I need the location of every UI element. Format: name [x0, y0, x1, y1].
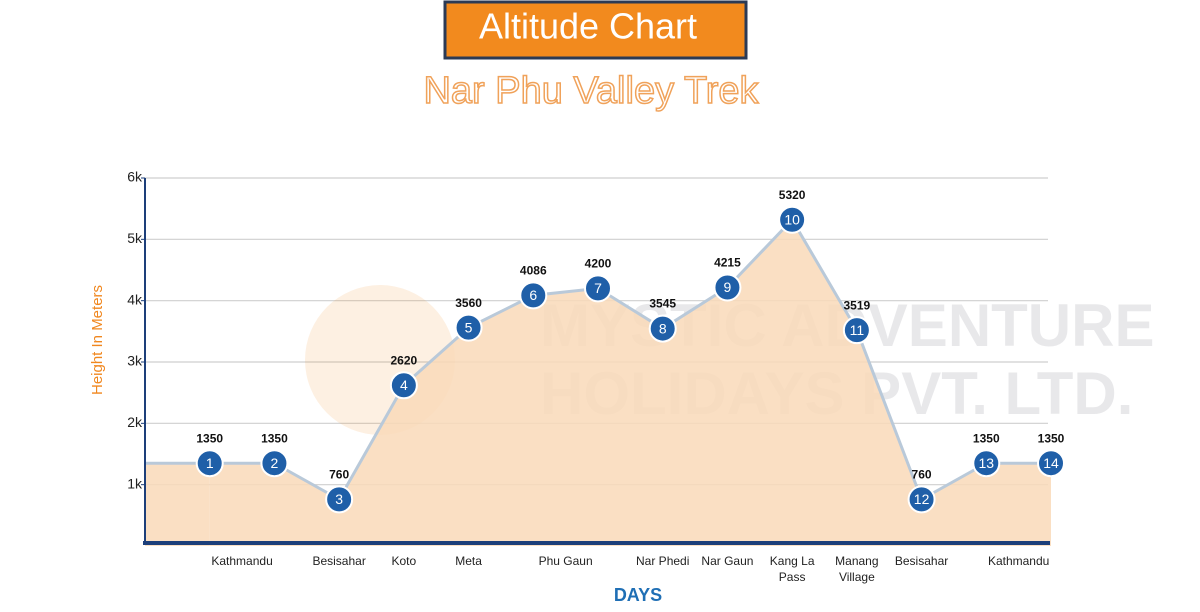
x-tick-label: Kathmandu — [211, 554, 272, 568]
point — [389, 371, 418, 400]
point — [972, 449, 1001, 478]
point — [907, 485, 936, 514]
day-label: 5 — [465, 319, 473, 335]
point — [519, 281, 548, 310]
day-label: 2 — [271, 455, 279, 471]
value-label: 4215 — [714, 256, 741, 270]
day-label: 6 — [529, 287, 537, 303]
day-label: 4 — [400, 377, 408, 393]
value-label: 1350 — [973, 431, 1000, 445]
value-label: 3560 — [455, 296, 482, 310]
value-label: 2620 — [391, 353, 418, 367]
value-label: 1350 — [1038, 431, 1065, 445]
day-label: 11 — [850, 322, 865, 338]
point — [842, 316, 871, 345]
point — [454, 313, 483, 342]
line — [209, 217, 1051, 502]
day-label: 10 — [784, 211, 800, 227]
y-axis-title: Height In Meters — [89, 285, 106, 395]
chart-title: Altitude Chart — [479, 6, 697, 47]
value-label: 760 — [329, 468, 349, 482]
value-label: 5320 — [779, 188, 806, 202]
x-tick-label: Nar Phedi — [636, 554, 689, 568]
point — [1037, 449, 1065, 478]
value-label: 4086 — [520, 264, 547, 278]
day-label: 3 — [335, 491, 343, 507]
title-box — [443, 0, 748, 60]
day-label: 9 — [724, 279, 732, 295]
point — [713, 273, 742, 302]
value-label: 1350 — [196, 431, 223, 445]
area — [209, 219, 1051, 546]
point — [195, 449, 224, 478]
chart-subtitle: Nar Phu Valley Trek — [423, 70, 759, 112]
value-label: 1350 — [261, 431, 288, 445]
x-tick-label: Nar Gaun — [701, 554, 753, 568]
x-tick-label: Phu Gaun — [539, 554, 593, 568]
y-tick-label: 4k — [127, 291, 143, 307]
x-tick-label: Besisahar — [895, 554, 948, 568]
y-tick-label: 3k — [127, 353, 143, 369]
y-tick-label: 1k — [127, 475, 143, 491]
x-tick-label: Besisahar — [312, 554, 365, 568]
day-label: 12 — [914, 491, 930, 507]
point — [584, 274, 612, 303]
y-tick-label: 6k — [127, 169, 143, 185]
x-tick-label: Kathmandu — [988, 554, 1049, 568]
y-tick-label: 2k — [127, 414, 143, 430]
value-label: 3519 — [844, 298, 871, 312]
x-axis-title: DAYS — [614, 585, 662, 605]
value-label: 760 — [912, 468, 932, 482]
area-lead — [145, 463, 210, 546]
day-label: 8 — [659, 320, 667, 336]
day-label: 1 — [206, 455, 214, 471]
day-label: 14 — [1043, 455, 1059, 471]
value-label: 4200 — [585, 257, 612, 271]
x-tick-label: Meta — [455, 554, 482, 568]
x-tick-label: Koto — [392, 554, 417, 568]
x-tick-label: Kang La Pass — [770, 554, 815, 584]
point — [648, 314, 677, 343]
day-label: 7 — [594, 280, 602, 296]
point — [325, 485, 354, 514]
y-tick-label: 5k — [127, 230, 143, 246]
value-label: 3545 — [649, 297, 676, 311]
point — [260, 449, 289, 478]
x-tick-label: Manang Village — [835, 554, 878, 584]
day-label: 13 — [978, 455, 994, 471]
point — [778, 205, 807, 234]
